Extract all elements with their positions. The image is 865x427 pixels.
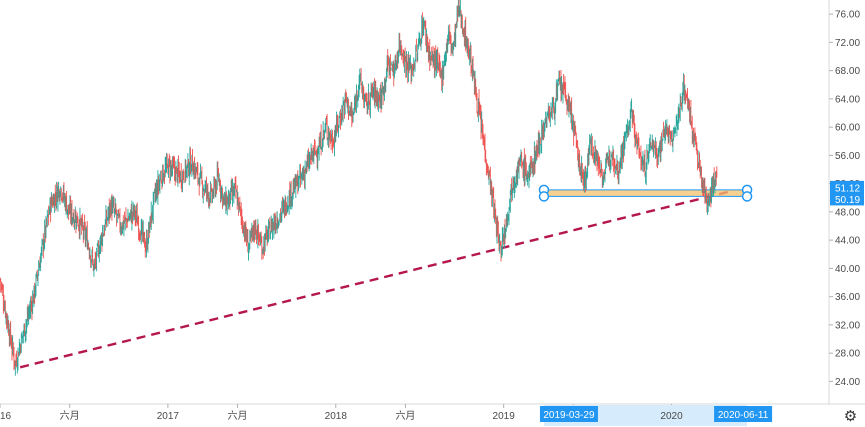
date-tag-label: 2019-03-29	[543, 410, 595, 421]
x-tick-label: 2016	[0, 411, 12, 422]
x-tick-label: 六月	[228, 410, 248, 422]
price-tag-label: 51.12	[835, 183, 860, 194]
price-tag-label: 50.19	[835, 195, 860, 206]
x-tick-label: 六月	[395, 410, 415, 422]
x-tick-label: 2019	[493, 411, 516, 422]
price-tag	[830, 192, 864, 206]
y-tick-label: 60.00	[835, 123, 860, 134]
x-tick-label: 2017	[157, 411, 180, 422]
price-tag	[830, 180, 864, 194]
y-tick-label: 76.00	[835, 10, 860, 21]
price-axis[interactable]: 24.0028.0032.0036.0040.0044.0048.0052.00…	[828, 0, 860, 404]
range-band-handle[interactable]	[741, 191, 753, 202]
trendline-annotation[interactable]	[19, 190, 731, 369]
x-tick-label: 六月	[60, 410, 80, 422]
y-tick-label: 24.00	[835, 377, 860, 388]
y-tick-label: 72.00	[835, 38, 860, 49]
date-tag	[714, 406, 773, 422]
y-tick-label: 56.00	[835, 151, 860, 162]
candle-series	[0, 0, 718, 376]
y-tick-label: 40.00	[835, 264, 860, 275]
gear-icon[interactable]: ⚙	[843, 407, 858, 425]
y-tick-label: 36.00	[835, 292, 860, 303]
trendline[interactable]	[19, 190, 731, 369]
y-tick-label: 32.00	[835, 320, 860, 331]
y-tick-label: 48.00	[835, 207, 860, 218]
y-tick-label: 28.00	[835, 349, 860, 360]
range-band-annotation[interactable]	[543, 189, 748, 197]
range-band[interactable]	[543, 189, 748, 197]
y-tick-label: 68.00	[835, 66, 860, 77]
y-tick-label: 44.00	[835, 236, 860, 247]
date-tag-label: 2020-06-11	[718, 410, 769, 421]
date-tag	[539, 406, 598, 422]
x-tick-label: 2018	[325, 411, 348, 422]
x-tick-label: 2020	[660, 411, 683, 422]
range-band-handles[interactable]	[538, 184, 753, 202]
range-band-handle[interactable]	[538, 191, 550, 202]
y-tick-label: 64.00	[835, 94, 860, 105]
